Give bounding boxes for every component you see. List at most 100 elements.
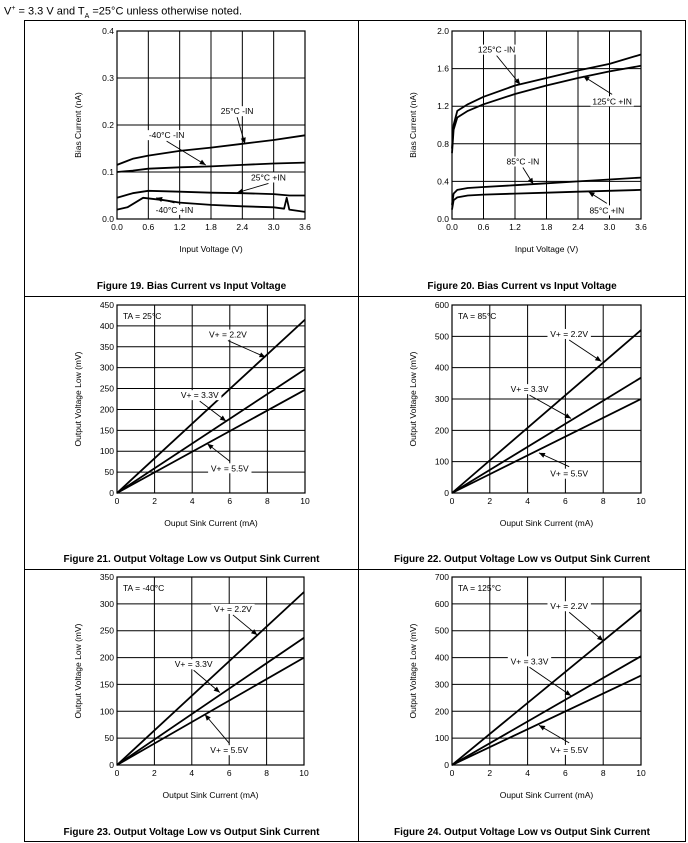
annotation-backdrop [547,744,591,755]
y-tick-label: 0.8 [437,139,449,149]
series-line [116,591,305,766]
x-tick-label: 1.2 [509,222,521,232]
annotation-label: V+ = 3.3V [175,659,213,669]
annotation-arrow-line [568,339,602,362]
annotation-arrow-line [227,340,266,358]
x-tick-label: 4 [189,768,194,778]
y-tick-label: 0.1 [102,167,114,177]
y-axis-label: Output Voltage Low (mV) [408,623,418,718]
y-axis-label: Output Voltage Low (mV) [73,351,83,446]
annotation-arrowhead [237,188,244,194]
y-axis-label: Output Voltage Low (mV) [408,351,418,446]
temperature-label: TA = 85°C [458,311,496,321]
y-tick-label: 0 [444,488,449,498]
annotation-backdrop [208,463,252,474]
header-suffix: =25°C unless otherwise noted. [89,5,243,18]
conditions-header: V+ = 3.3 V and TA =25°C unless otherwise… [4,5,242,20]
x-tick-label: 0 [115,496,120,506]
temperature-label: TA = 125°C [458,583,501,593]
annotation-label: 125°C -IN [478,45,515,55]
annotation-label: V+ = 3.3V [181,390,219,400]
annotation-backdrop [249,172,288,183]
series-line [116,161,306,173]
series-line [451,64,642,154]
annotation-arrow-line [529,666,572,697]
annotation-backdrop [547,468,591,479]
y-tick-label: 450 [100,300,114,310]
x-tick-label: 0.6 [478,222,490,232]
annotation-label: V+ = 5.5V [550,745,588,755]
y-tick-label: 2.0 [437,26,449,36]
temperature-label: TA = -40°C [123,583,164,593]
series-line [116,196,306,213]
annotation-label: V+ = 2.2V [214,604,252,614]
series-line [451,189,642,210]
figure-21-panel: 0 2 4 6 8 10 0 50 100 150 200 250 300 350 400 450 Ouput … [24,296,359,570]
x-tick-label: 6 [563,496,568,506]
series-line [451,53,642,149]
y-tick-label: 300 [100,363,114,373]
annotation-arrowhead [588,191,595,198]
y-tick-label: 200 [100,653,114,663]
y-tick-label: 1.2 [437,101,449,111]
x-tick-label: 1.8 [541,222,553,232]
x-tick-label: 4 [525,496,530,506]
annotation-arrowhead [594,355,602,362]
x-tick-label: 2 [152,768,157,778]
y-tick-label: 0 [109,760,114,770]
annotation-label: V+ = 3.3V [511,384,549,394]
y-tick-label: 0 [444,760,449,770]
series-line [116,189,305,199]
annotation-arrowhead [583,76,590,82]
annotation-arrowhead [538,452,546,458]
y-axis-label: Bias Current (nA) [73,92,83,158]
annotation-label: -40°C -IN [149,130,185,140]
y-axis-label: Output Voltage Low (mV) [73,623,83,718]
annotation-arrowhead [564,413,572,419]
y-tick-label: 500 [435,626,449,636]
annotation-arrowhead [514,78,521,85]
y-tick-label: 700 [435,572,449,582]
x-tick-label: 0 [115,768,120,778]
y-tick-label: 50 [105,733,115,743]
figure-24-panel: 0 2 4 6 8 10 0 100 200 300 400 500 600 700 Ouput Sink … [358,569,686,842]
x-tick-label: 0 [450,496,455,506]
x-tick-label: 8 [264,768,269,778]
annotation-arrowhead [207,443,214,450]
temperature-label: TA = 25°C [123,311,161,321]
annotation-arrow-line [529,394,572,419]
annotation-label: 85°C +IN [589,205,624,215]
annotation-label: V+ = 2.2V [209,330,247,340]
annotation-label: V+ = 5.5V [211,463,249,473]
annotation-backdrop [144,130,189,141]
x-axis-label: Output Sink Current (mA) [163,790,259,800]
x-tick-label: 3.6 [635,222,647,232]
figure-19-panel: 0.0 0.6 1.2 1.8 2.4 3.0 3.6 0.0 0.1 0.2 0.3 0.4 Inpu… [24,20,359,297]
annotation-arrowhead [596,635,604,641]
series-line [116,134,306,166]
series-line [451,655,642,766]
annotation-backdrop [587,205,627,216]
series-line [451,398,642,494]
annotation-label: V+ = 3.3V [511,656,549,666]
annotation-backdrop [590,96,634,107]
annotation-arrowhead [527,177,534,185]
y-tick-label: 200 [100,404,114,414]
annotation-backdrop [507,656,552,667]
annotation-backdrop [217,106,257,117]
y-tick-label: 0.4 [102,26,114,36]
x-tick-label: 6 [227,496,232,506]
y-tick-label: 0.0 [437,214,449,224]
y-tick-label: 600 [435,599,449,609]
y-tick-label: 100 [435,457,449,467]
annotation-backdrop [171,659,216,670]
x-tick-label: 3.6 [299,222,311,232]
annotation-backdrop [178,390,222,401]
annotation-backdrop [507,384,552,395]
x-tick-label: 3.0 [268,222,280,232]
x-tick-label: 1.8 [205,222,217,232]
figure-21-chart: 0 2 4 6 8 10050100150200250300350400450Ouput … [73,300,310,528]
figure-24-caption: Figure 24. Output Voltage Low vs Output … [394,827,650,838]
